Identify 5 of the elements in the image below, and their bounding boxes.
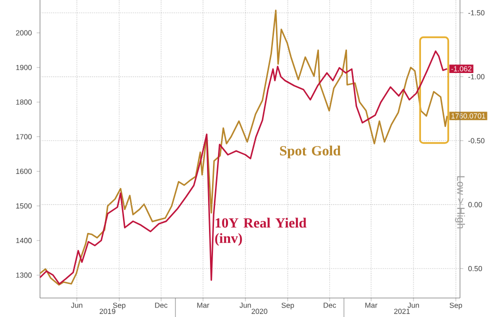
y2-axis-title: Low > High	[455, 176, 465, 228]
line-series	[39, 50, 448, 285]
text: Spot Gold	[280, 146, 341, 158]
line-series	[39, 10, 448, 286]
series-label: 10Y Real Yield (inv)	[215, 218, 306, 246]
